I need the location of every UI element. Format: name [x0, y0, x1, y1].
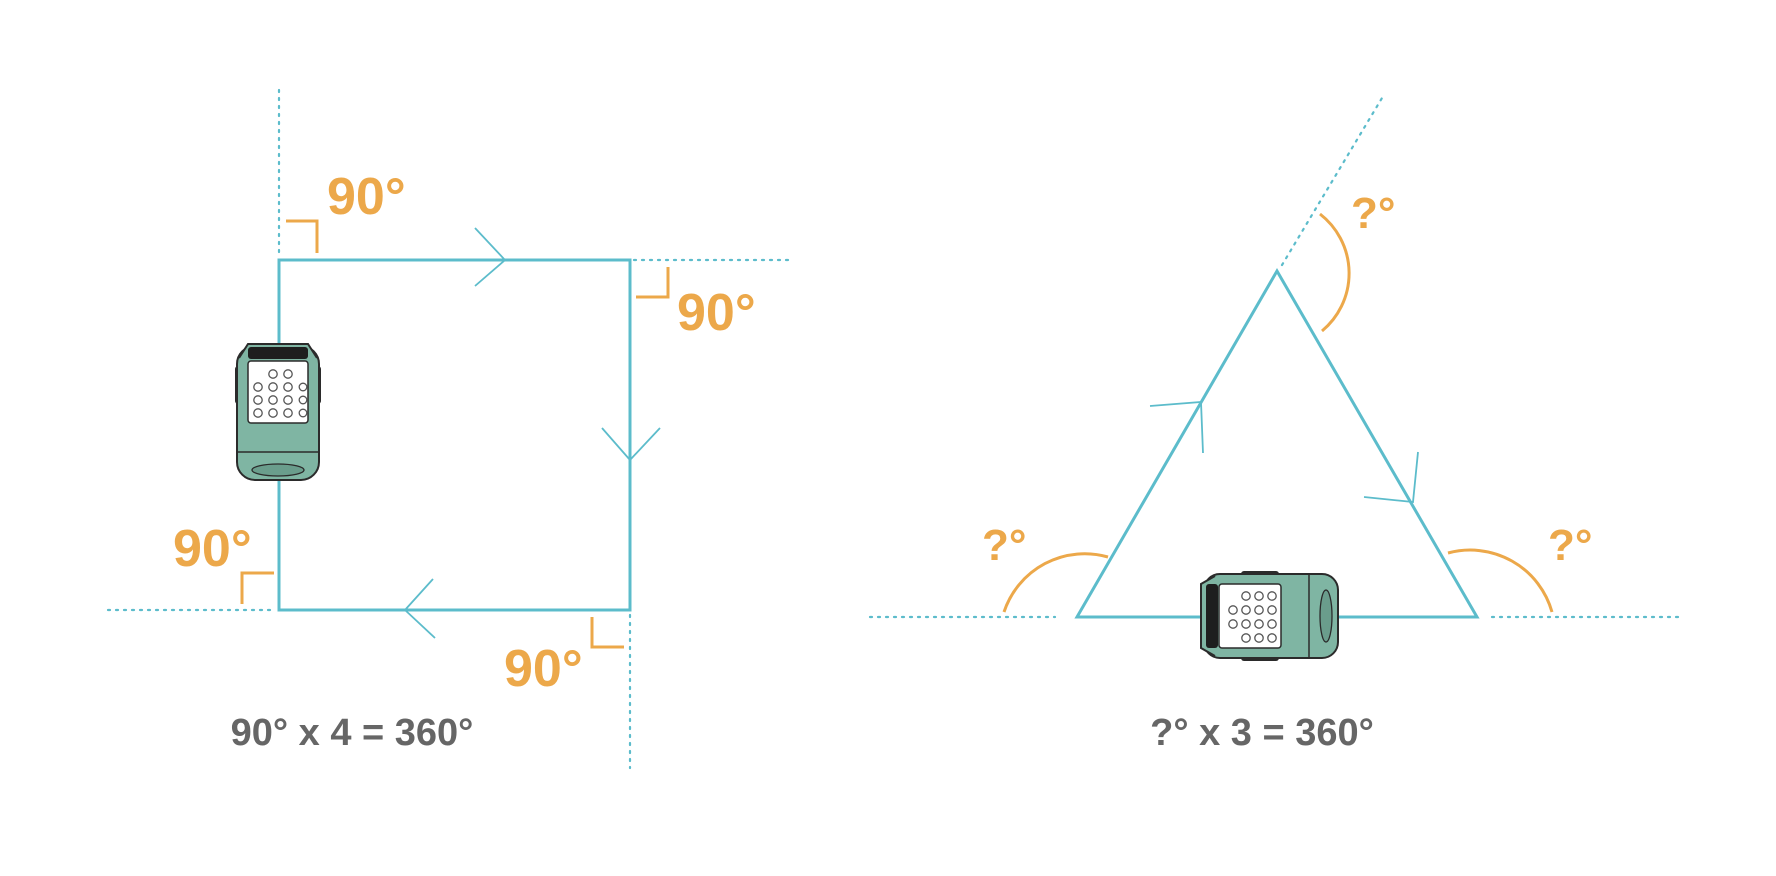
angle-arc-base-right	[1447, 548, 1554, 613]
direction-arrow-bottom	[403, 578, 436, 639]
square-equation: 90° x 4 = 360°	[231, 712, 474, 754]
angle-label-apex: ?°	[1351, 189, 1395, 238]
triangle-equation: ?° x 3 = 360°	[1150, 712, 1374, 754]
angle-label-base-left: ?°	[982, 521, 1026, 570]
angle-label-top-left: 90°	[327, 168, 406, 226]
right-angle-marker-bottom-right	[590, 617, 624, 649]
direction-arrow-right	[601, 427, 661, 462]
angle-arc-base-left	[1002, 552, 1109, 613]
square-path	[277, 258, 632, 612]
triangle-path	[1074, 268, 1480, 619]
direction-arrow-left-side	[1149, 401, 1204, 454]
triangle-diagram: ?° ?° ?° ?° x 3 = 360°	[868, 96, 1682, 754]
robot-icon	[235, 343, 321, 481]
angle-arc-apex	[1319, 212, 1351, 333]
direction-arrow-top	[474, 227, 507, 287]
right-angle-marker-top-left	[286, 219, 319, 253]
robot-icon	[1200, 571, 1339, 661]
square-diagram: 90° 90° 90° 90° 90° x 4 = 360°	[106, 88, 792, 770]
angle-label-bottom-left: 90°	[173, 520, 252, 578]
direction-arrow-right-side	[1363, 451, 1419, 503]
angle-label-bottom-right: 90°	[504, 640, 583, 698]
angle-label-base-right: ?°	[1548, 521, 1592, 570]
right-angle-marker-bottom-left	[240, 571, 274, 604]
extension-line-apex	[1280, 96, 1384, 267]
angle-label-top-right: 90°	[677, 284, 756, 342]
right-angle-marker-top-right	[636, 267, 670, 299]
